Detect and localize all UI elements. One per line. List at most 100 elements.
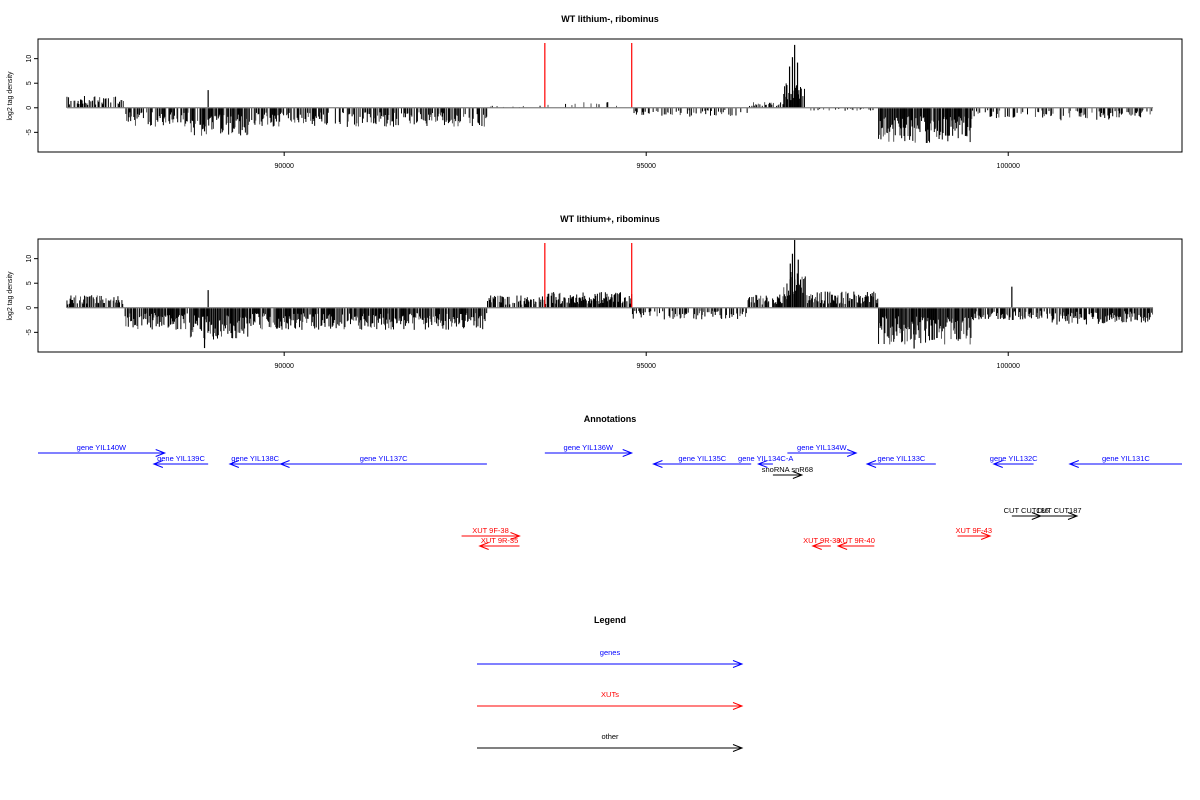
feature-arrow-head [622,449,634,457]
boundary-markers-track2 [544,243,633,308]
y-axis-label-track1: log2 tag density [7,71,14,121]
y-tick-label: 5 [26,281,33,285]
feature-arrow-head [1031,512,1043,520]
feature-arrow-head [980,532,992,540]
tag-density-bars-track1 [66,44,1153,143]
x-tick-label: 95000 [636,163,656,170]
y-tick-label: 10 [26,255,33,263]
feature-xuts: XUT 9F-43 [956,526,993,540]
feature-label: CUT CUT186 [1004,506,1049,515]
legend-title: Legend [594,615,626,625]
feature-label: CUT CUT187 [1036,506,1081,515]
feature-label: XUT 9F-43 [956,526,993,535]
y-tick-label: -5 [26,129,33,135]
feature-genes: gene YIL133C [865,454,936,468]
feature-xuts: XUT 9R-40 [836,536,875,550]
feature-xuts: XUT 9R-38 [803,536,840,550]
feature-arrow-head [152,460,164,468]
feature-arrow-head [792,471,804,479]
feature-arrow-head [757,460,768,468]
feature-arrow-head [652,460,663,468]
axes-track1: -5 0 5 10 90000 95000 100000 [26,38,1183,170]
legend-label: XUTs [601,690,619,699]
feature-genes: gene YIL139C [152,454,209,468]
feature-arrow-head [732,702,744,710]
y-tick-label: 0 [26,106,33,110]
y-tick-label: 10 [26,55,33,63]
feature-arrow-head [865,460,877,468]
feature-genes: gene YIL135C [652,454,752,468]
feature-arrow-head [811,542,822,550]
feature-arrow-head [1068,460,1079,468]
feature-other: CUT CUT187 [1036,506,1082,520]
track-title-lithium-minus: WT lithium-, ribominus [561,14,659,24]
feature-genes: gene YIL134W [787,443,858,457]
legend-label: genes [600,648,621,657]
feature-genes: gene YIL138C [228,454,281,468]
feature-arrow-head [510,532,521,540]
tag-density-bars-track2 [66,239,1154,349]
feature-label: snoRNA snR68 [762,465,813,474]
feature-label: gene YIL140W [77,443,127,452]
annotations-title: Annotations [584,414,637,424]
feature-label: gene YIL137C [360,454,408,463]
track-panel-lithium-minus: WT lithium-, ribominus log2 tag density … [7,14,1183,170]
legend-items: genes XUTs other [477,648,744,752]
feature-arrow-head [478,542,489,550]
feature-label: gene YIL134C-A [738,454,793,463]
y-tick-label: 5 [26,81,33,85]
feature-label: gene YIL139C [157,454,205,463]
feature-label: XUT 9R-35 [481,536,518,545]
feature-label: gene YIL133C [877,454,925,463]
feature-label: XUT 9R-40 [838,536,875,545]
feature-arrow-head [732,660,744,668]
legend-item-other: other [477,732,744,752]
plot-frame [37,238,1183,353]
feature-arrow-head [279,460,290,468]
feature-genes: gene YIL131C [1068,454,1182,468]
feature-genes: gene YIL132C [990,454,1038,468]
feature-label: XUT 9F-38 [472,526,509,535]
legend-item-xuts: XUTs [477,690,744,710]
feature-arrow-head [846,449,858,457]
feature-label: gene YIL131C [1102,454,1150,463]
feature-arrow-head [228,460,240,468]
feature-arrow-head [1067,512,1079,520]
feature-arrow-head [836,542,848,550]
feature-arrow-head [155,449,167,457]
feature-label: gene YIL132C [990,454,1038,463]
y-tick-label: 0 [26,306,33,310]
feature-genes: gene YIL137C [279,454,487,468]
feature-label: gene YIL138C [231,454,279,463]
legend-item-genes: genes [477,648,744,668]
feature-genes: gene YIL140W [38,443,167,457]
feature-other: CUT CUT186 [1004,506,1049,520]
boundary-markers-track1 [544,43,633,108]
y-axis-label-track2: log2 tag density [7,271,14,321]
axes-track2: -5 0 5 10 90000 95000 100000 [26,238,1183,370]
track-panel-lithium-plus: WT lithium+, ribominus log2 tag density … [7,214,1183,370]
plot-frame [37,38,1183,153]
legend-panel: Legend genes XUTs other [477,615,744,752]
feature-xuts: XUT 9R-35 [478,536,520,550]
track-title-lithium-plus: WT lithium+, ribominus [560,214,660,224]
feature-label: gene YIL134W [797,443,847,452]
x-tick-label: 100000 [997,163,1020,170]
y-tick-label: -5 [26,329,33,335]
feature-label: gene YIL135C [678,454,726,463]
x-tick-label: 90000 [274,363,294,370]
legend-label: other [601,732,619,741]
feature-arrows: gene YIL140W gene YIL139C gene YIL138C gene… [38,443,1182,550]
x-tick-label: 95000 [636,363,656,370]
feature-genes: gene YIL136W [544,443,634,457]
feature-label: XUT 9R-38 [803,536,840,545]
feature-arrow-head [992,460,1003,468]
feature-arrow-head [732,744,744,752]
x-tick-label: 90000 [274,163,294,170]
feature-xuts: XUT 9F-38 [461,526,521,540]
x-tick-label: 100000 [997,363,1020,370]
feature-other: snoRNA snR68 [762,465,813,479]
feature-label: gene YIL136W [564,443,614,452]
